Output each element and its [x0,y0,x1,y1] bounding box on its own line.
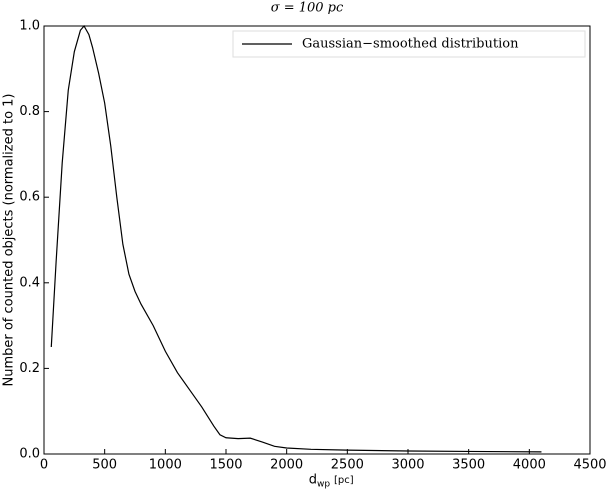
x-tick-label: 3000 [391,458,424,473]
legend-label: Gaussian−smoothed distribution [302,37,519,52]
x-tick-label: 4500 [573,458,606,473]
y-tick-label: 0.4 [19,275,40,290]
y-axis-label: Number of counted objects (normalized to… [2,93,17,386]
data-line [50,24,542,453]
x-tick-label: 1000 [149,458,182,473]
x-axis-label: d [309,473,317,488]
x-tick-label: 0 [40,458,48,473]
x-tick-label: 1500 [209,458,242,473]
y-tick-label: 1.0 [19,19,40,34]
x-axis-label-sub: wp [317,480,330,490]
y-tick-label: 0.8 [19,104,40,119]
y-tick-label: 0.6 [19,190,40,205]
y-tick-label: 0.2 [19,361,40,376]
x-tick-label: 2500 [331,458,364,473]
x-tick-label: 500 [92,458,117,473]
y-tick-label: 0.0 [19,447,40,462]
x-axis-label-unit: [pc] [334,475,354,486]
x-tick-label: 2000 [270,458,303,473]
plot-frame [43,25,591,455]
x-tick-label: 4000 [513,458,546,473]
x-tick-label: 3500 [452,458,485,473]
chart-title: σ = 100 pc [271,1,344,16]
